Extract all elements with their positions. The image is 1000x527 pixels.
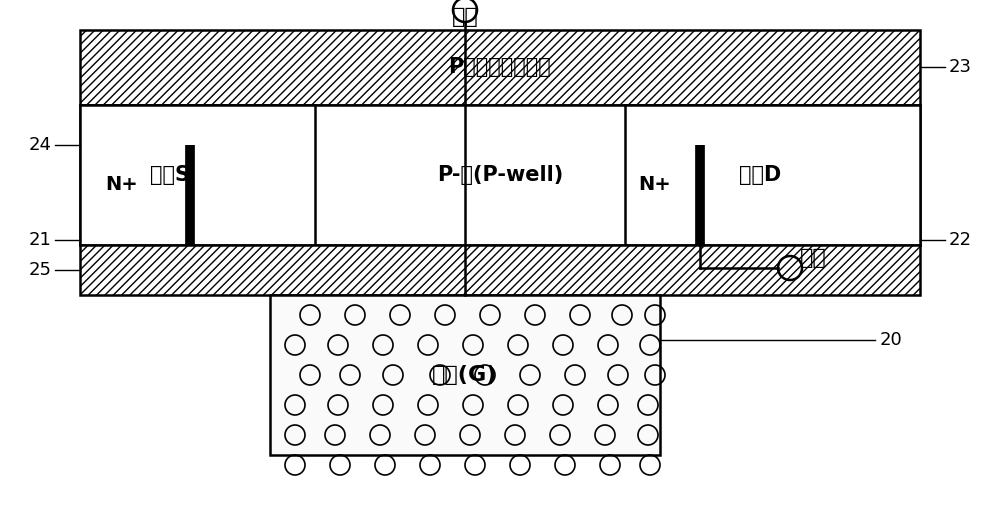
Text: N+: N+ bbox=[105, 175, 138, 194]
Bar bbox=[80, 245, 920, 295]
Text: 漏极D: 漏极D bbox=[739, 165, 781, 185]
Text: 位线: 位线 bbox=[800, 248, 827, 268]
Text: 25: 25 bbox=[28, 261, 52, 279]
Text: P-阱(P-well): P-阱(P-well) bbox=[437, 165, 563, 185]
Bar bbox=[80, 105, 315, 245]
Text: N+: N+ bbox=[638, 175, 671, 194]
Bar bbox=[80, 30, 920, 105]
Bar bbox=[270, 295, 660, 455]
Text: 22: 22 bbox=[948, 231, 972, 249]
Text: P型硅半导体衬底: P型硅半导体衬底 bbox=[449, 57, 551, 77]
Text: 栌极(G): 栌极(G) bbox=[432, 365, 498, 385]
Text: 24: 24 bbox=[28, 136, 52, 154]
Text: 字线: 字线 bbox=[452, 7, 478, 27]
Text: 源极S: 源极S bbox=[150, 165, 190, 185]
Text: 21: 21 bbox=[29, 231, 51, 249]
Bar bbox=[625, 105, 920, 245]
Text: 20: 20 bbox=[880, 331, 903, 349]
Bar bbox=[80, 105, 920, 245]
Text: 23: 23 bbox=[948, 58, 972, 76]
